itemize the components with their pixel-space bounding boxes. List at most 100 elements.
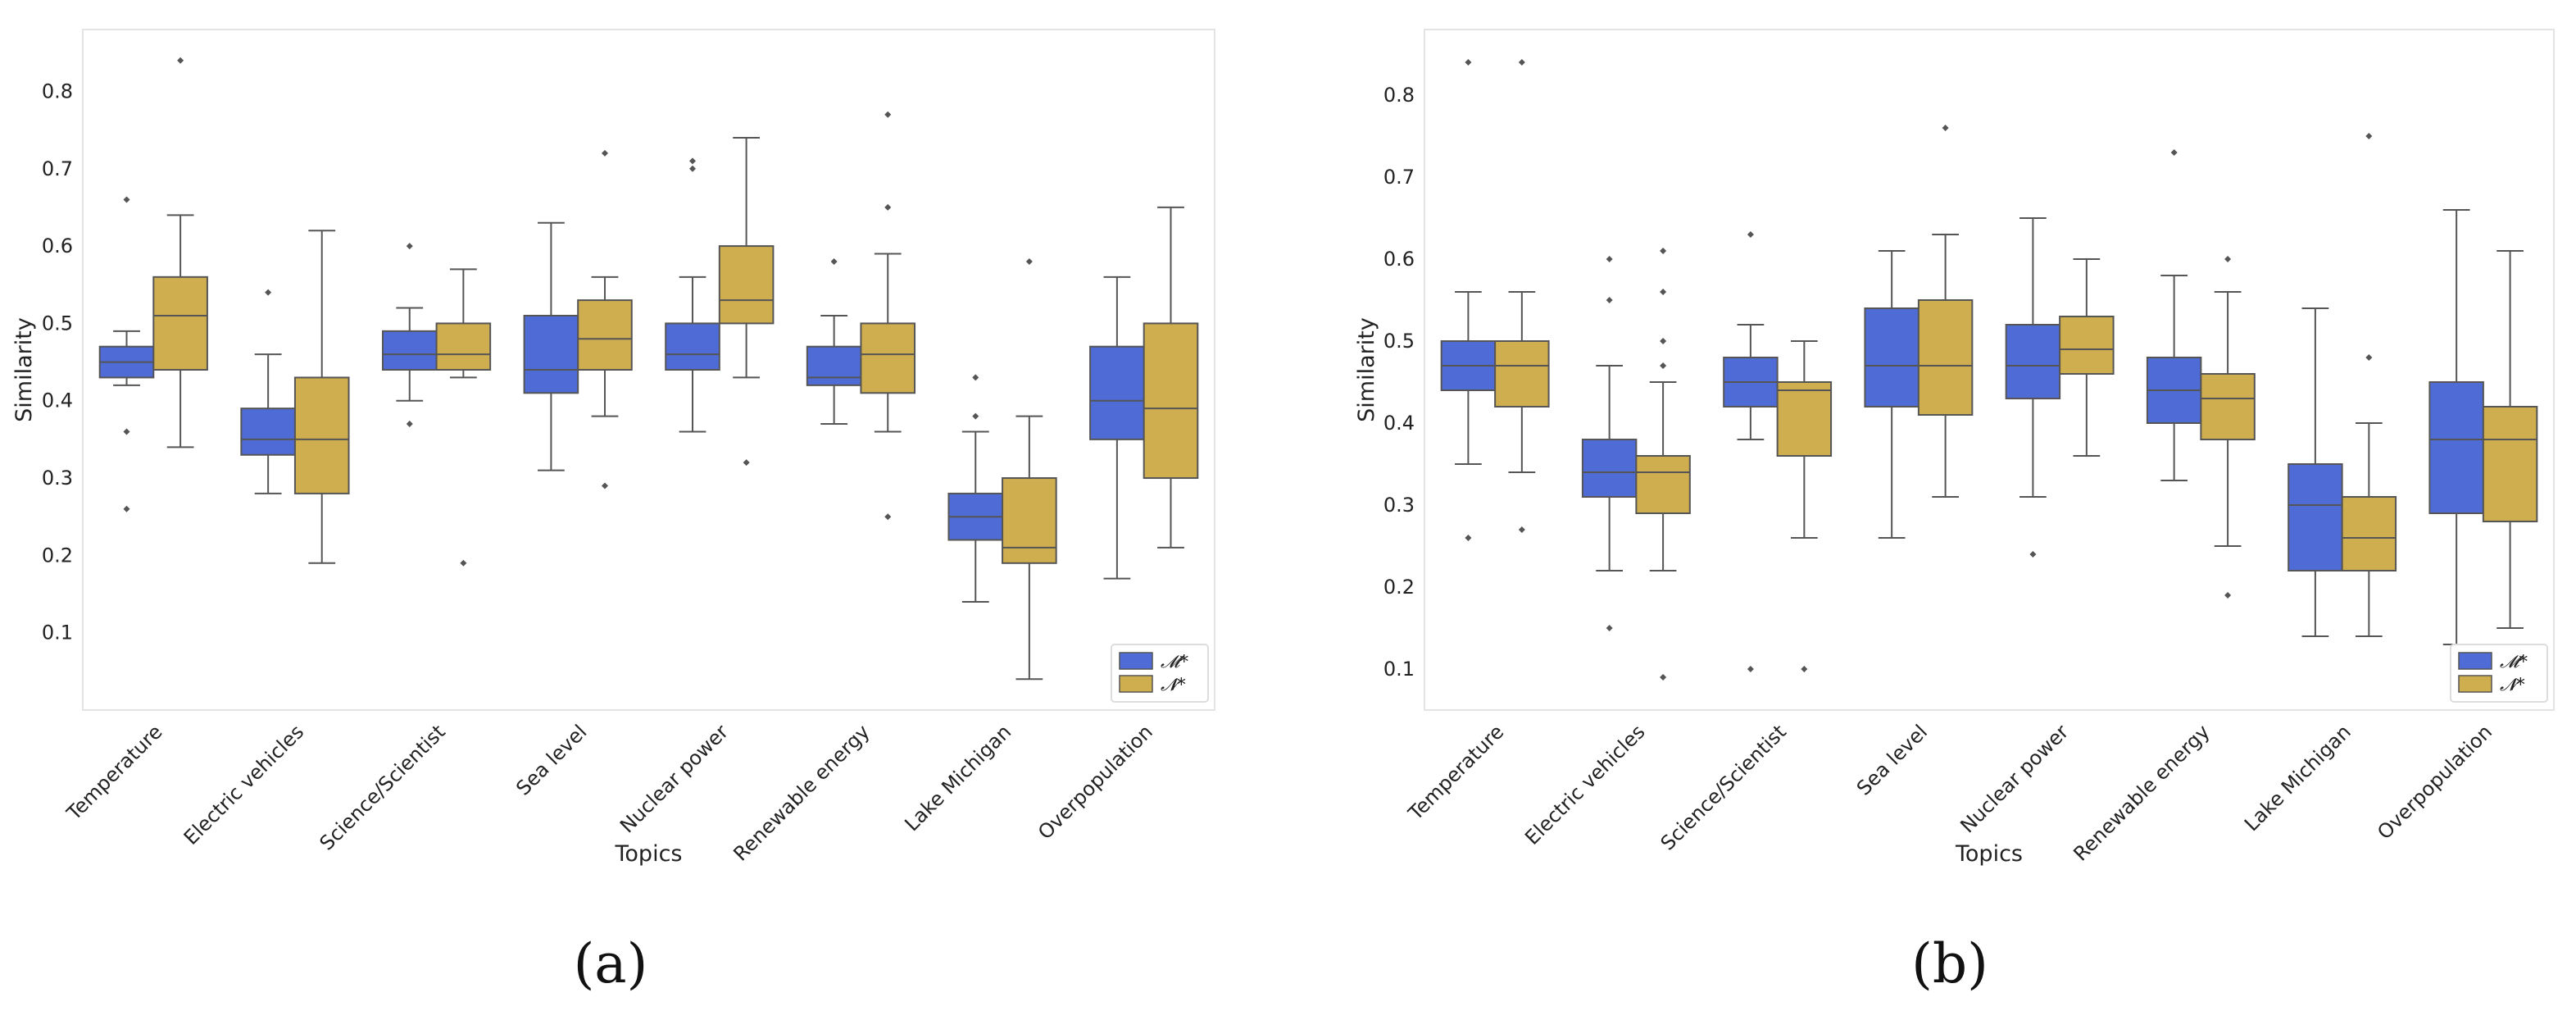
panel-b-outlier-point (2365, 354, 2373, 361)
panel-b-box-iqr (2482, 406, 2538, 522)
panel-a-box (665, 157, 720, 433)
panel-a-box-iqr (523, 314, 579, 394)
panel-b-caption: (b) (1911, 932, 1988, 995)
panel-b-outlier-point (1660, 248, 1667, 254)
panel-a-outlier-point (406, 243, 413, 250)
panel-b-outlier-point (1465, 535, 1472, 541)
panel-a-box (577, 149, 633, 490)
panel-b-outlier-point (1660, 362, 1667, 369)
panel-a-xtick-label: Lake Michigan (901, 720, 1016, 836)
panel-a-outlier-point (884, 111, 892, 118)
panel-b-box (1581, 256, 1638, 631)
panel-a-box-iqr (665, 322, 720, 371)
panel-b-box-iqr (2288, 463, 2343, 571)
panel-b-outlier-point (2170, 149, 2178, 156)
panel-b-outlier-point (2224, 256, 2232, 262)
panel-b-outlier-point (1660, 674, 1667, 681)
panel-a-legend: 𝓜* 𝓝* (1111, 644, 1209, 703)
panel-a-box (806, 257, 862, 426)
panel-b-outlier-point (1660, 289, 1667, 295)
panel-b-box (2288, 307, 2343, 637)
panel-b-box (1494, 59, 1550, 533)
panel-a-box (1143, 206, 1199, 549)
panel-a-outlier-point (743, 459, 750, 467)
panel-a-box-iqr (1143, 322, 1199, 480)
panel-b-ytick-label: 0.6 (1383, 248, 1415, 271)
panel-b-ytick-label: 0.1 (1383, 658, 1415, 681)
panel-b-outlier-point (1942, 125, 1949, 131)
panel-b-outlier-point (1660, 338, 1667, 344)
panel-a-xtick-label: Electric vehicles (179, 720, 308, 849)
panel-b-box-iqr (1917, 299, 1974, 416)
panel-a-box (947, 374, 1004, 603)
panel-a-box (718, 137, 775, 467)
panel-a-outlier-point (972, 412, 979, 420)
panel-a-outlier-point (601, 482, 608, 490)
panel-a-xaxis-title: Topics (615, 841, 683, 867)
panel-a-box-iqr (860, 322, 916, 394)
panel-a-outlier-point (689, 157, 697, 165)
panel-b-ytick-label: 0.4 (1383, 412, 1415, 435)
panel-b-xtick-label: Sea level (1852, 720, 1932, 799)
panel-a-xtick-label: Nuclear power (616, 720, 733, 837)
panel-b-xtick-label: Nuclear power (1956, 720, 2073, 837)
panel-b-xtick-label: Electric vehicles (1520, 720, 1649, 849)
panel-a-ytick-label: 0.6 (42, 235, 73, 257)
panel-a-box-iqr (435, 322, 492, 371)
panel-a-outlier-point (689, 165, 697, 172)
panel-a-outlier-point (972, 374, 979, 381)
panel-b-legend-swatch (2458, 675, 2492, 693)
panel-b-box-iqr (1581, 439, 1638, 498)
panel-b: 0.1 0.2 0.3 0.4 0.5 0.6 0.7 0.8 Temperature Elect… (1354, 29, 2555, 995)
panel-a-box (1002, 257, 1057, 681)
panel-b-box-iqr (1494, 340, 1550, 408)
panel-b-yaxis-title: Similarity (1354, 317, 1379, 422)
panel-b-box (1440, 59, 1497, 541)
panel-b-box (1723, 231, 1779, 672)
panel-a-box-iqr (381, 330, 438, 371)
panel-b-outlier-point (1606, 256, 1613, 262)
panel-a-legend-label: 𝓜* (1161, 652, 1189, 672)
panel-a-legend-label: 𝓝* (1161, 675, 1186, 694)
panel-b-xtick-label: Temperature (1403, 720, 1508, 825)
panel-a-outlier-point (601, 149, 608, 157)
panel-b-outlier-point (1606, 625, 1613, 631)
panel-a-ytick-label: 0.5 (42, 312, 73, 335)
panel-b-ytick-label: 0.5 (1383, 330, 1415, 353)
panel-a-outlier-point (123, 196, 130, 203)
panel-a-ytick-label: 0.2 (42, 544, 73, 567)
panel-b-xtick-label: Lake Michigan (2240, 720, 2356, 836)
panel-b-box-iqr (2428, 381, 2484, 514)
panel-b-outlier-point (1747, 666, 1754, 672)
panel-a-outlier-point (884, 513, 892, 521)
panel-a-xtick-label: Science/Scientist (316, 720, 450, 854)
panel-a-box-iqr (240, 408, 296, 456)
panel-a-outlier-point (830, 257, 838, 265)
panel-a-box (293, 230, 350, 564)
panel-b-ytick-label: 0.2 (1383, 576, 1415, 599)
panel-a-outlier-point (123, 505, 130, 512)
panel-a-box (435, 268, 492, 567)
panel-b-box (1635, 248, 1691, 681)
panel-b-outlier-point (1801, 666, 1808, 672)
panel-b-box (1776, 340, 1833, 672)
panel-b-outlier-point (1518, 526, 1525, 533)
panel-b-ytick-label: 0.7 (1383, 166, 1415, 189)
panel-a-ytick-label: 0.7 (42, 157, 73, 180)
panel-a-outlier-point (1025, 257, 1033, 265)
panel-b-outlier-point (1465, 59, 1472, 66)
panel-b-outlier-point (1606, 297, 1613, 303)
panel-a-xtick-label: Overpopulation (1034, 720, 1157, 844)
panel-a-box (98, 196, 155, 512)
panel-a-box (152, 57, 208, 449)
panel-b-xtick-label: Science/Scientist (1656, 720, 1791, 854)
panel-a-outlier-point (460, 559, 467, 567)
panel-b-box (2341, 133, 2397, 637)
panel-a-legend-swatch (1119, 675, 1153, 693)
panel-b-outlier-point (1747, 231, 1754, 238)
panel-b-outlier-point (2029, 551, 2037, 558)
panel-b-box-iqr (2200, 373, 2256, 440)
panel-a-outlier-point (265, 289, 272, 296)
panel-a-yaxis-title: Similarity (11, 317, 37, 422)
panel-a-box-iqr (293, 376, 350, 494)
